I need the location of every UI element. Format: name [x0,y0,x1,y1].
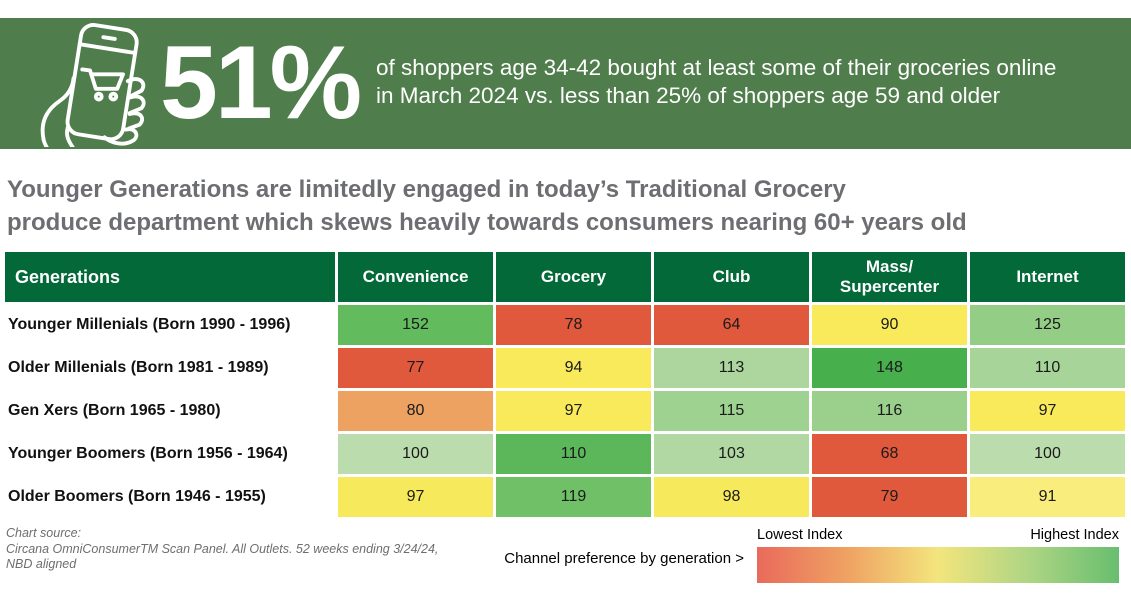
heatmap-cell: 80 [338,391,493,431]
hand-holding-phone-shopping-cart-icon [40,23,146,147]
chart-source-line1: Circana OmniConsumerTM Scan Panel. All O… [6,541,439,556]
heatmap-cell: 97 [970,391,1125,431]
heatmap-cell: 97 [338,477,493,517]
row-label: Younger Boomers (Born 1956 - 1964) [5,434,335,474]
heatmap-cell: 119 [496,477,651,517]
heatmap-cell: 148 [812,348,967,388]
heatmap-cell: 100 [338,434,493,474]
heatmap-cell: 78 [496,305,651,345]
legend-highest-label: Highest Index [1030,527,1119,543]
stat-value: 51% [160,25,362,141]
column-header: Generations [5,252,335,302]
heatmap-cell: 125 [970,305,1125,345]
heatmap-cell: 110 [496,434,651,474]
column-header: Grocery [496,252,651,302]
heatmap-cell: 113 [654,348,809,388]
legend-lowest-label: Lowest Index [757,527,843,543]
heatmap-table: Generations Convenience Grocery Club Mass/ S… [5,252,1125,517]
heatmap-cell: 90 [812,305,967,345]
row-label: Younger Millenials (Born 1990 - 1996) [5,305,335,345]
heatmap-cell: 64 [654,305,809,345]
heatmap-cell: 97 [496,391,651,431]
heatmap-cell: 91 [970,477,1125,517]
heatmap-cell: 79 [812,477,967,517]
heatmap-cell: 100 [970,434,1125,474]
heatmap-cell: 110 [970,348,1125,388]
row-label: Older Millenials (Born 1981 - 1989) [5,348,335,388]
heatmap-cell: 68 [812,434,967,474]
heatmap-cell: 77 [338,348,493,388]
stat-banner: 51% of shoppers age 34-42 bought at leas… [0,18,1131,149]
legend-caption: Channel preference by generation > [504,550,744,567]
heatmap-cell: 152 [338,305,493,345]
stat-description: of shoppers age 34-42 bought at least so… [376,54,1056,110]
headline-line1: Younger Generations are limitedly engage… [7,176,846,203]
column-header: Internet [970,252,1125,302]
heatmap-cell: 98 [654,477,809,517]
heatmap-cell: 116 [812,391,967,431]
heatmap-cell: 94 [496,348,651,388]
headline: Younger Generations are limitedly engage… [7,173,967,239]
heatmap-cell: 115 [654,391,809,431]
chart-source: Chart source: Circana OmniConsumerTM Sca… [6,526,438,573]
column-header: Mass/ Supercenter [812,252,967,302]
stat-description-line1: of shoppers age 34-42 bought at least so… [376,55,1057,80]
row-label: Gen Xers (Born 1965 - 1980) [5,391,335,431]
row-label: Older Boomers (Born 1946 - 1955) [5,477,335,517]
column-header: Club [654,252,809,302]
headline-line2: produce department which skews heavily t… [7,209,967,236]
stat-description-line2: in March 2024 vs. less than 25% of shopp… [376,83,1001,108]
chart-source-label: Chart source: [6,526,82,540]
chart-source-line2: NBD aligned [6,557,77,571]
column-header: Convenience [338,252,493,302]
legend-gradient-bar [757,547,1119,583]
heatmap-cell: 103 [654,434,809,474]
